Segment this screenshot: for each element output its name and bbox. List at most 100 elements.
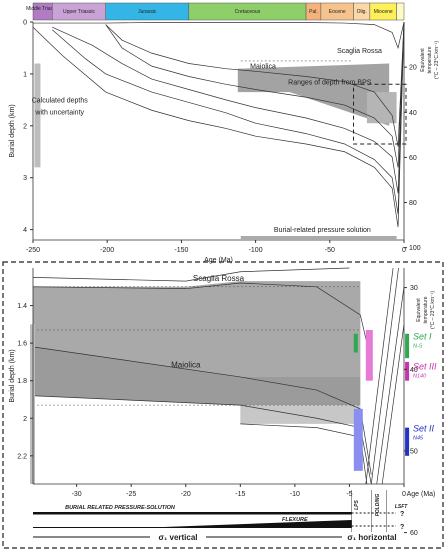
set3-right-bar [405,361,410,381]
burial-bar [33,512,352,515]
x-tick-label-2: -150 [174,247,188,254]
uplift-line-3 [381,324,405,485]
phase-label-0: LPS [354,499,360,509]
set2-right-bar [405,427,410,456]
inset-x-axis-title: Age (Ma) [407,491,436,498]
uplift-line-1 [370,267,399,485]
annotation-3: with uncertainty [34,109,84,116]
y2-tick-label-3: 80 [409,200,417,207]
x-tick-label-1: -200 [100,247,114,254]
annotation-2: Calculated depths [32,97,89,104]
period-8 [396,2,405,21]
period-label-4: Pal. [309,9,318,15]
depth-band-right [366,92,397,124]
inset-x-tick-label-3: -15 [235,491,245,498]
inset-y2-tick-label-3: 60 [410,530,418,537]
set-label-0: Set I [413,331,432,341]
bar-label-5: ? [400,524,404,531]
burial-curve-2 [105,21,405,168]
set-sub-0: N-S [413,343,423,349]
y-tick-label-1: 1 [23,71,27,78]
y2-axis-title-2: temperature [427,46,433,73]
annotation-0: Maiolica [250,64,276,71]
burial-curve-3 [52,21,405,194]
set-label-1: Set III [413,361,437,371]
inset-curve-4 [240,423,368,485]
inset-annotation-0: Scaglia Rossa [193,274,245,283]
y-axis-title: Burial depth (km) [9,104,16,157]
bar-label-1: FLEXURE [282,517,308,523]
y2-tick-label-0: 20 [409,65,417,72]
burial-curve-0 [33,21,405,50]
burial-curve-1 [105,21,405,147]
y2-tick-label-2: 60 [409,155,417,162]
inset-x-tick-label-5: -5 [346,491,352,498]
inset-y2-axis-title-3: (°C – 23°C.km⁻¹) [430,291,436,329]
y2-tick-label-4: 100 [409,245,421,252]
bar-label-2: σ₁ vertical [158,533,197,542]
scaglia-region [33,281,361,377]
x-tick-label-5: 0 [402,247,406,254]
bar-label-0: BURIAL RELATED PRESSURE-SOLUTION [65,505,176,511]
period-label-0: Middle Triassic [26,6,60,12]
uplift-line-2 [376,286,405,485]
sigma-vertical-bg [150,532,206,542]
inset-frame [2,261,444,549]
y-tick-label-3: 3 [23,175,27,182]
inset-y-axis-title: Burial depth (km) [9,349,16,402]
inset-x-tick-label-4: -10 [290,491,300,498]
uplift-line-0 [365,267,394,485]
period-label-7: Miocene [374,9,393,15]
inset-y-tick-label-2: 1.8 [17,378,27,385]
set1-right-bar [405,333,410,359]
set2-bar [353,408,363,471]
inset-x-tick-label-0: -30 [72,491,82,498]
burial-curve-5 [32,21,405,228]
inset-x-tick-label-2: -20 [181,491,191,498]
inset-y-tick-label-3: 2 [23,416,27,423]
inset-annotation-1: Maiolica [171,361,201,370]
burial-curve-4 [52,21,405,215]
phase-label-2: LSFT [395,504,408,510]
x-tick-label-4: -50 [325,247,335,254]
inset-y2-tick-label-1: 40 [410,367,418,374]
set1-bar [353,333,358,353]
pressure-solution-label: Burial-related pressure solution [274,227,371,234]
x-tick-label-0: -250 [26,247,40,254]
inset-x-tick-label-6: 0 [402,491,406,498]
inset-x-tick-label-1: -25 [126,491,136,498]
sigma-horizontal-bg [342,532,404,542]
y2-tick-label-1: 40 [409,110,417,117]
period-label-1: Upper Triassic [63,9,95,15]
maiolica-region [33,346,361,406]
y-tick-label-0: 0 [23,20,27,27]
inset-curve-2 [32,346,372,475]
period-label-3: Cretaceous [235,9,261,15]
pressure-solution-bar [240,236,397,240]
inset-curve-0 [32,267,350,282]
inset-y-tick-label-1: 1.6 [17,341,27,348]
y2-axis-title-3: (°C – 23°C.km⁻¹) [434,41,440,79]
annotation-1: Scaglia Rossa [337,48,382,55]
period-label-2: Jurassic [138,9,157,15]
y-tick-label-2: 2 [23,123,27,130]
inset-y-tick-label-0: 1.4 [17,303,27,310]
inset-y-tick-label-4: 2.2 [17,453,27,460]
inset-curve-3 [32,395,372,485]
inset-y2-tick-label-2: 50 [410,448,418,455]
inset-y2-axis-title-2: temperature [423,296,429,323]
period-label-5: Eocene [329,9,346,15]
inset-y2-tick-label-0: 30 [410,285,418,292]
y-tick-label-4: 4 [23,227,27,234]
set-label-2: Set II [413,423,435,433]
period-label-6: Olig. [357,9,367,15]
lower-region [240,405,361,424]
inset-curve-1 [32,282,372,362]
set-sub-2: N45 [413,435,424,441]
phase-label-1: FOLDING [375,494,381,517]
flexure-wedge [163,520,352,527]
set-sub-1: N140 [413,373,427,379]
bar-label-3: σ₁ horizontal [347,533,396,542]
set3-bar [365,329,373,381]
